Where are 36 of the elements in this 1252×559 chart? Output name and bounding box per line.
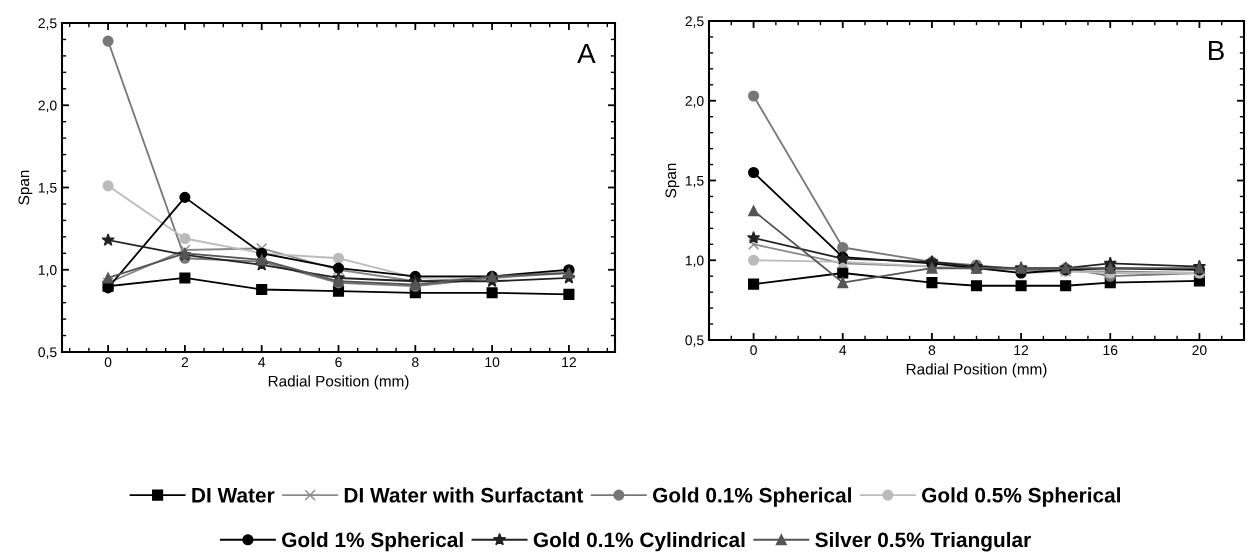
x-tick-label: 20 [1192,345,1207,356]
x-tick-label: 0 [104,357,112,368]
legend-label: Gold 0.5% Spherical [922,487,1120,507]
x-tick-label: 4 [839,345,847,355]
legend-label: Silver 0.5% Triangular [815,531,1031,552]
x-tick-label: 0 [750,345,757,356]
y-axis-title: Span [18,170,33,205]
y-tick-label: 1,0 [685,255,704,268]
y-tick-label: 1,5 [685,175,704,188]
legend-label: Gold 0.1% Spherical [653,487,851,507]
y-tick-label: 0,5 [685,335,704,347]
legend-label: Gold 1% Spherical [282,531,463,552]
x-tick-label: 4 [258,357,266,367]
legend-label: DI Water with Surfactant [344,487,584,503]
x-tick-label: 6 [335,357,342,368]
legend-label: Gold 0.1% Cylindrical [533,531,745,552]
x-axis-title: Radial Position (mm) [268,375,409,390]
y-tick-label: 2,5 [685,16,704,28]
legend-label: DI Water [192,488,275,503]
x-tick-label: 16 [1103,345,1118,356]
x-tick-label: 10 [485,357,500,368]
x-tick-label: 8 [928,345,936,356]
y-tick-label: 2,0 [685,96,704,108]
annotation: B [1209,40,1224,61]
x-tick-label: 12 [1014,345,1029,355]
x-tick-label: 2 [181,357,189,367]
x-tick-label: 8 [412,357,419,368]
y-tick-label: 2,0 [38,100,57,113]
y-tick-label: 1,5 [38,182,57,195]
x-tick-label: 12 [562,357,576,367]
y-tick-label: 2,5 [38,18,57,30]
x-axis-title: Radial Position (mm) [906,363,1047,378]
y-axis-title: Span [665,163,680,198]
y-tick-label: 1,0 [38,265,57,277]
y-tick-label: 0,5 [38,347,57,359]
annotation: A [577,43,596,64]
